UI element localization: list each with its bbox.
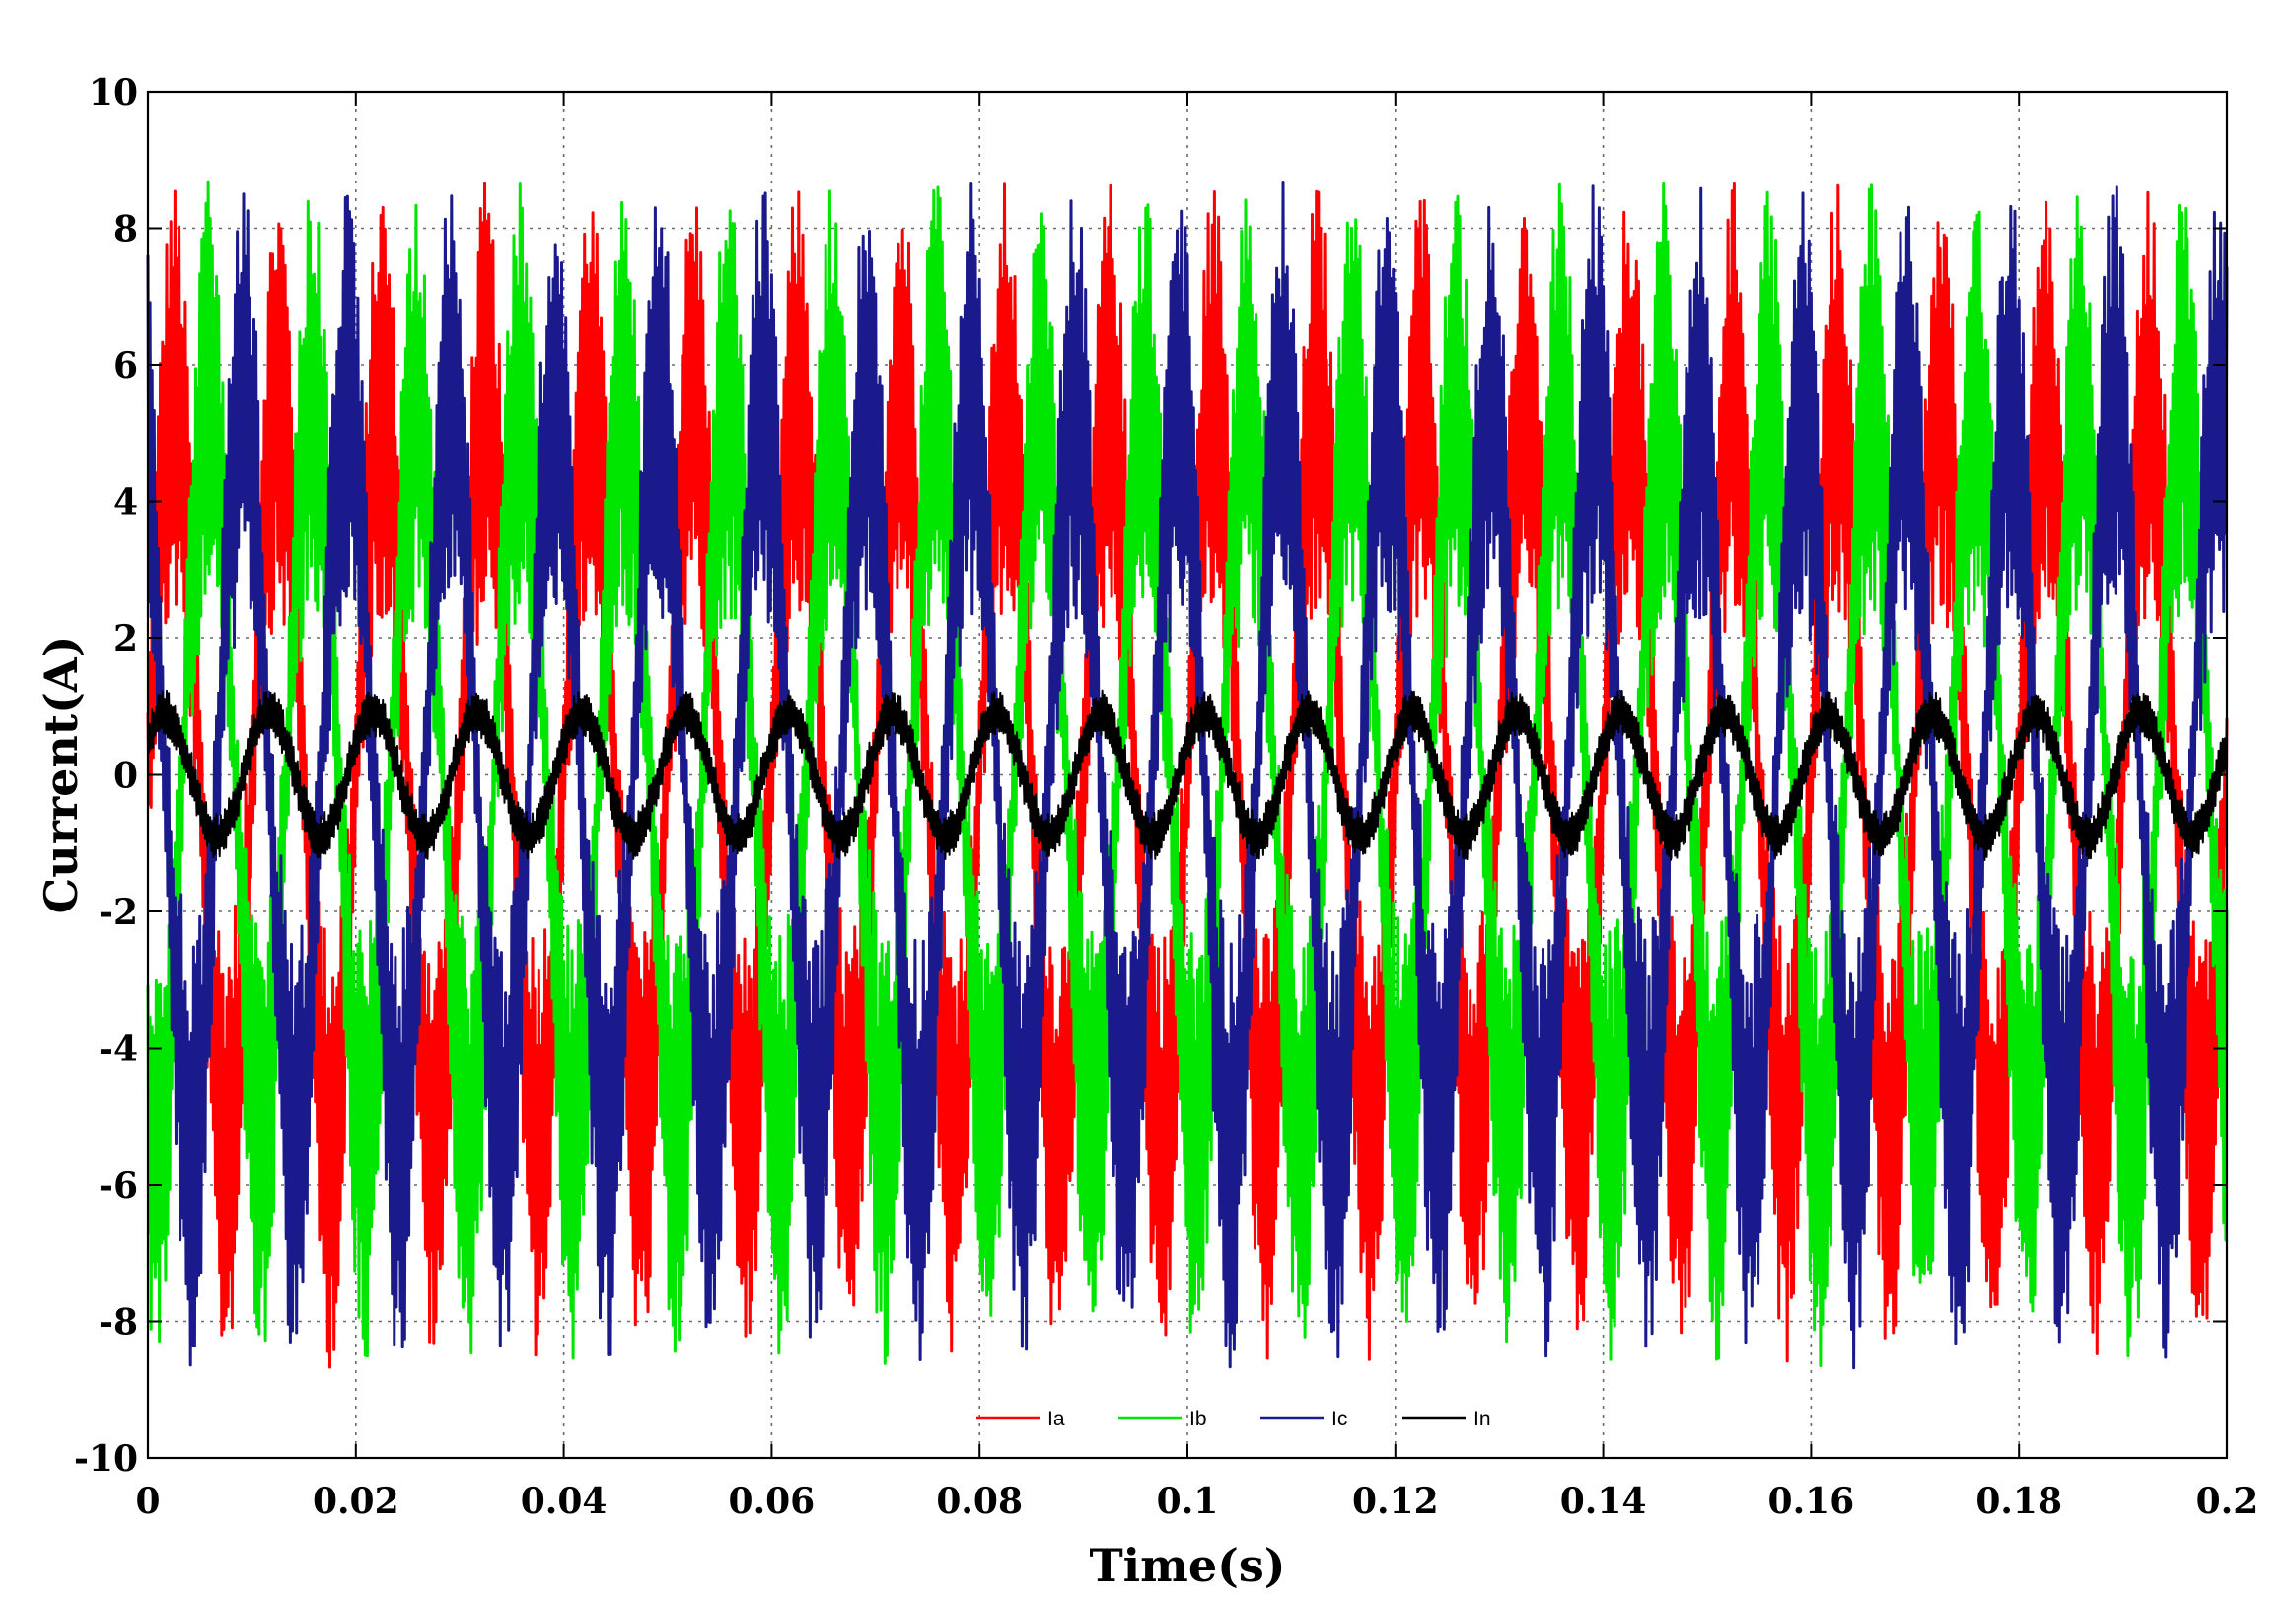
legend-label-in: In xyxy=(1473,1408,1491,1430)
x-tick-label: 0 xyxy=(135,1481,160,1522)
y-tick-label: -8 xyxy=(99,1302,138,1344)
y-tick-label: -4 xyxy=(99,1029,138,1070)
x-tick-label: 0.02 xyxy=(313,1481,399,1522)
x-tick-label: 0.14 xyxy=(1560,1481,1647,1522)
x-tick-label: 0.04 xyxy=(521,1481,608,1522)
x-axis-label: Time(s) xyxy=(1089,1539,1285,1592)
y-axis-label: Current(A) xyxy=(35,636,88,914)
y-tick-label: 10 xyxy=(89,72,138,113)
x-tick-label: 0.06 xyxy=(729,1481,816,1522)
x-tick-label: 0.12 xyxy=(1352,1481,1439,1522)
series-line-ic xyxy=(146,181,2229,1370)
y-tick-label: 2 xyxy=(113,619,138,660)
y-tick-label: -2 xyxy=(99,892,138,933)
legend: Ia Ib Ic In xyxy=(976,1408,1491,1430)
x-tick-label: 0.16 xyxy=(1768,1481,1855,1522)
y-tick-label: 4 xyxy=(113,482,138,524)
y-tick-label: 6 xyxy=(113,345,138,387)
series-group xyxy=(146,180,2229,1370)
series-line-ib xyxy=(146,180,2229,1367)
x-tick-label: 0.18 xyxy=(1975,1481,2062,1522)
axis-ticks xyxy=(147,91,2228,1459)
x-tick-labels: 0 0.02 0.04 0.06 0.08 0.1 0.12 0.14 0.16 0.18 0.2 xyxy=(135,1481,2258,1522)
legend-label-ib: Ib xyxy=(1189,1408,1207,1430)
legend-label-ia: Ia xyxy=(1047,1408,1065,1430)
legend-label-ic: Ic xyxy=(1331,1408,1347,1430)
x-tick-label: 0.1 xyxy=(1157,1481,1219,1522)
x-tick-label: 0.2 xyxy=(2196,1481,2259,1522)
y-tick-label: 0 xyxy=(113,756,138,797)
y-tick-labels: 10 8 6 4 2 0 -2 -4 -6 -8 -10 xyxy=(74,72,138,1480)
x-tick-label: 0.08 xyxy=(936,1481,1023,1522)
series-line-in xyxy=(147,689,2228,861)
y-tick-label: -6 xyxy=(99,1165,138,1206)
y-tick-label: -10 xyxy=(74,1438,138,1480)
y-tick-label: 8 xyxy=(113,209,138,251)
